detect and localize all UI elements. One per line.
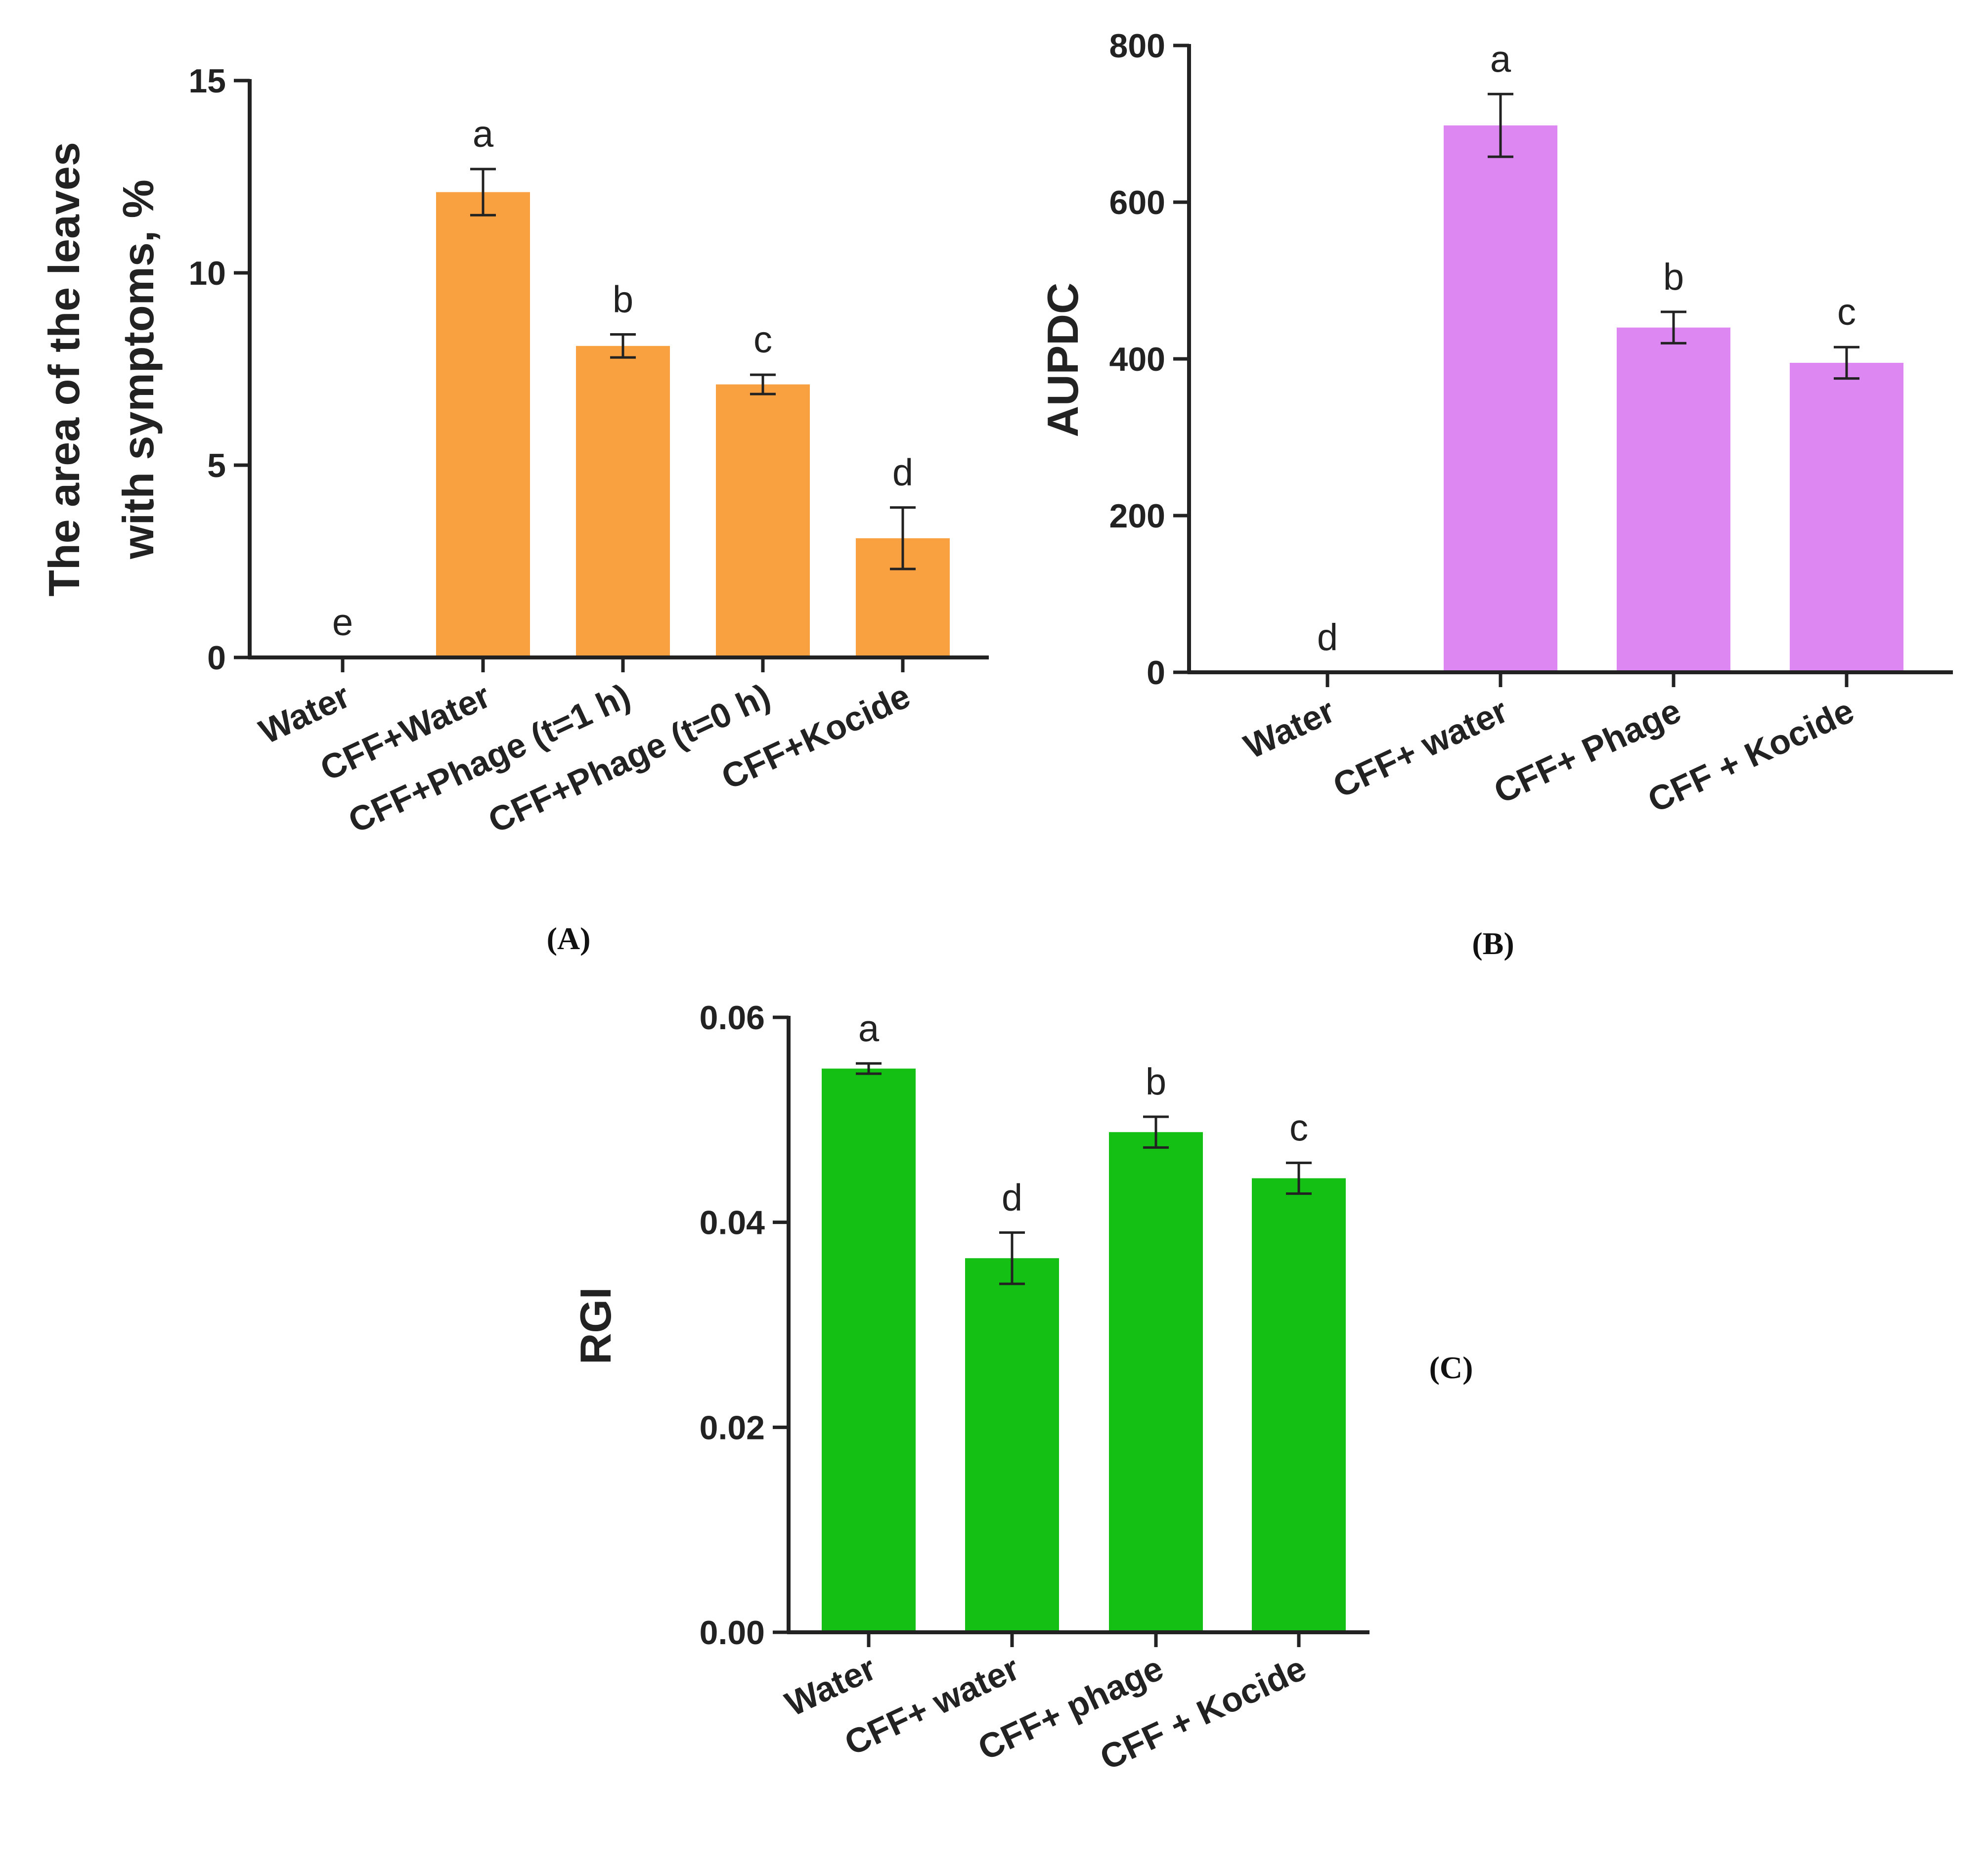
y-tick-label: 0.06 <box>700 999 765 1037</box>
significance-letter: b <box>1146 1061 1166 1103</box>
y-axis-title: AUPDC <box>1038 283 1087 437</box>
bar <box>1617 327 1730 672</box>
significance-letter: b <box>613 278 633 320</box>
significance-letter: e <box>332 602 353 644</box>
y-tick-label: 15 <box>188 62 226 100</box>
bar <box>1444 125 1557 672</box>
bar <box>1790 362 1903 672</box>
significance-letter: b <box>1663 256 1684 298</box>
y-tick-label: 600 <box>1109 184 1165 221</box>
y-tick-label: 0 <box>1147 654 1165 692</box>
panel-label: (B) <box>1472 926 1514 961</box>
y-axis-title: RGI <box>571 1287 620 1364</box>
y-tick-label: 400 <box>1109 341 1165 378</box>
significance-letter: d <box>892 452 913 494</box>
x-tick-label: Water <box>1238 691 1340 766</box>
x-tick-label: Water <box>779 1649 882 1724</box>
significance-letter: c <box>1837 291 1856 333</box>
significance-letter: a <box>473 113 494 155</box>
bar <box>822 1068 916 1632</box>
bar <box>1252 1178 1346 1632</box>
y-tick-label: 0.04 <box>700 1204 765 1242</box>
y-tick-label: 5 <box>207 447 226 484</box>
bar <box>576 346 670 657</box>
y-tick-label: 0.02 <box>700 1409 765 1446</box>
y-tick-label: 200 <box>1109 497 1165 535</box>
x-tick-label: Water <box>253 676 355 751</box>
significance-letter: c <box>1289 1107 1308 1149</box>
significance-letter: d <box>1317 616 1338 658</box>
bar <box>716 384 810 657</box>
y-tick-label: 0.00 <box>700 1614 765 1652</box>
significance-letter: d <box>1002 1177 1022 1219</box>
y-tick-label: 800 <box>1109 27 1165 65</box>
significance-letter: a <box>1490 38 1511 80</box>
y-axis-title: The area of the leaves <box>40 142 88 597</box>
bar <box>965 1258 1059 1632</box>
bar <box>1109 1132 1203 1632</box>
y-tick-label: 10 <box>188 255 226 292</box>
y-tick-label: 0 <box>207 639 226 677</box>
x-tick-label: CFF+ water <box>1327 691 1514 805</box>
panel-label: (A) <box>547 921 591 956</box>
y-axis-title: with symptoms, % <box>114 179 163 560</box>
significance-letter: c <box>753 319 772 361</box>
bar <box>436 192 530 657</box>
significance-letter: a <box>858 1007 880 1049</box>
panel-label: (C) <box>1429 1350 1473 1385</box>
